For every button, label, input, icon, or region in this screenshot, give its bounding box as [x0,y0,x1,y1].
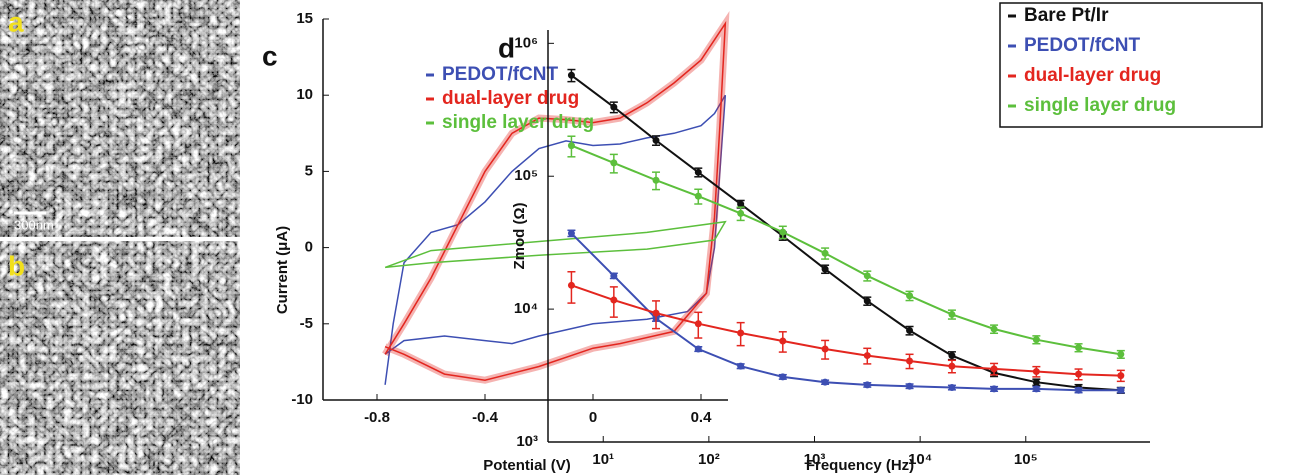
y-tick-label: 15 [296,10,313,27]
marker [1075,344,1083,352]
marker [906,382,914,390]
line [570,232,1121,392]
marker [1032,336,1040,344]
marker [1075,386,1083,394]
legend-label: Bare Pt/Ir [1024,5,1109,26]
marker [906,357,914,365]
marker [737,209,745,217]
marker [821,265,829,273]
marker [652,176,660,184]
scale-bar-label: 300nm [14,217,54,232]
x-tick-label: 10² [698,451,720,468]
marker [948,310,956,318]
line [571,144,1121,356]
legend-label: single layer drug [442,112,594,133]
y-axis-label: Current (μA) [274,226,291,314]
marker [610,296,618,304]
legend-label: single layer drug [1024,95,1176,116]
x-tick-label: 0.4 [691,409,713,426]
legend-box [999,2,1263,128]
marker [863,272,871,280]
panel-label: b [8,250,25,281]
sem-image-a [0,0,240,237]
x-tick-label: -0.8 [364,409,390,426]
x-tick-label: 10⁴ [908,451,932,468]
panel-label: a [8,6,24,37]
marker [948,362,956,370]
legend-label: dual-layer drug [1024,65,1161,86]
x-tick-label: 10¹ [592,451,614,468]
legend-label: dual-layer drug [442,88,579,109]
marker [694,320,702,328]
marker [737,329,745,337]
y-tick-label: 10⁶ [514,34,538,51]
marker [821,378,829,386]
x-tick-label: 0 [589,409,597,426]
marker [1117,372,1125,380]
marker [990,325,998,333]
marker [906,292,914,300]
panel-label: d [498,32,515,63]
x-axis-label: Potential (V) [483,457,571,474]
marker [737,362,745,370]
marker [567,71,575,79]
y-tick-label: 5 [305,162,313,179]
marker [567,281,575,289]
x-tick-label: 10³ [804,451,826,468]
marker [779,373,787,381]
marker [1075,370,1083,378]
marker [948,352,956,360]
y-tick-label: -5 [300,315,313,332]
line [384,20,727,381]
marker [567,142,575,150]
marker [990,385,998,393]
marker [1117,350,1125,358]
marker [821,345,829,353]
y-axis-label: Zmod (Ω) [511,202,528,269]
marker [610,103,618,111]
x-tick-label: -0.4 [472,409,499,426]
x-tick-label: 10⁵ [1014,451,1038,468]
sem-image-b [0,241,240,475]
marker [779,337,787,345]
y-tick-label: 10⁵ [514,167,538,184]
marker [863,352,871,360]
marker [863,381,871,389]
marker [694,168,702,176]
marker [652,309,660,317]
marker [948,384,956,392]
x-axis-label: Frequency (Hz) [806,457,914,474]
marker [694,345,702,353]
marker [821,249,829,257]
marker [610,272,618,280]
panel-label: c [262,40,278,71]
marker [1117,386,1125,394]
marker [779,228,787,236]
marker [1032,368,1040,376]
y-tick-label: 10⁴ [514,300,538,317]
y-tick-label: 10 [296,86,313,103]
y-tick-label: 10³ [516,433,538,450]
marker [694,192,702,200]
marker [610,159,618,167]
legend-label: PEDOT/fCNT [1024,35,1141,56]
marker [737,200,745,208]
line [570,74,1121,392]
marker [990,365,998,373]
marker [652,136,660,144]
marker [1032,385,1040,393]
marker [863,297,871,305]
y-tick-label: 0 [305,239,313,256]
marker [906,327,914,335]
marker [567,229,575,237]
line [384,220,727,269]
y-tick-label: -10 [291,391,313,408]
line [571,284,1121,377]
legend-label: PEDOT/fCNT [442,64,559,85]
line [384,94,727,385]
marker [1032,378,1040,386]
